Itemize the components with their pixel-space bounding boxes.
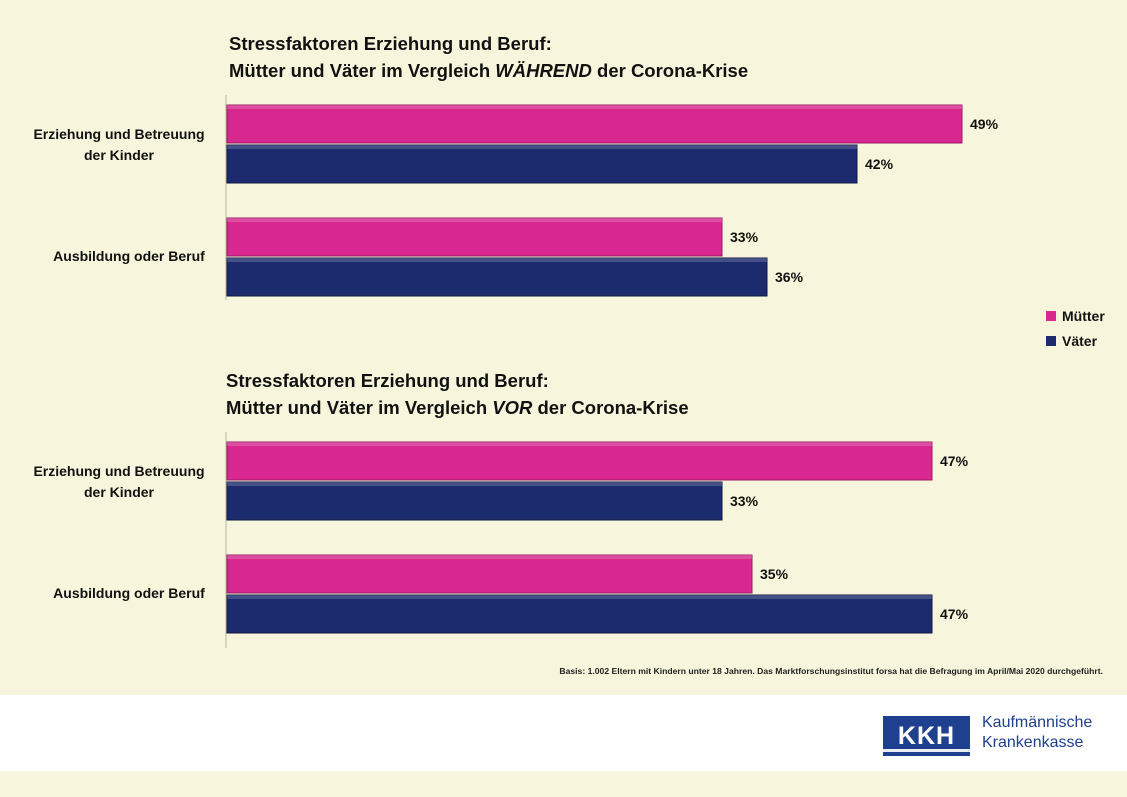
chart2-bar-highlight-vaeter-1 xyxy=(227,482,722,486)
chart2-data-label-vaeter-1: 33% xyxy=(730,493,759,509)
chart1-bar-highlight-vaeter-2 xyxy=(227,258,767,262)
chart1-title-line2: Mütter und Väter im Vergleich WÄHREND de… xyxy=(229,60,749,81)
chart1-data-label-vaeter-1: 42% xyxy=(865,156,894,172)
chart1-data-label-vaeter-2: 36% xyxy=(775,269,804,285)
chart2-bar-vaeter-2 xyxy=(226,594,933,634)
footnote: Basis: 1.002 Eltern mit Kindern unter 18… xyxy=(559,666,1103,676)
chart1-category-label-1: Erziehung und Betreuung der Kinder xyxy=(33,126,205,163)
chart1-title: Stressfaktoren Erziehung und Beruf: Mütt… xyxy=(229,30,748,84)
chart2-data-label-vaeter-2: 47% xyxy=(940,606,969,622)
chart-area: 49% 42% 33% 36% 47% 33% 35% 47% xyxy=(225,95,999,648)
legend-item-vaeter: Väter xyxy=(1046,331,1097,351)
chart1-data-label-muetter-1: 49% xyxy=(970,116,999,132)
chart1-bar-highlight-muetter-1 xyxy=(227,105,962,109)
chart1-bar-muetter-2 xyxy=(226,217,723,257)
legend-swatch-muetter xyxy=(1046,311,1056,321)
chart2-bar-vaeter-1 xyxy=(226,481,723,521)
company-name-line2: Krankenkasse xyxy=(982,734,1084,751)
bottom-band xyxy=(0,771,1127,797)
chart1-title-line1: Stressfaktoren Erziehung und Beruf: xyxy=(229,33,552,54)
chart1-bar-vaeter-2 xyxy=(226,257,768,297)
legend-item-muetter: Mütter xyxy=(1046,306,1105,326)
company-name-line1: Kaufmännische xyxy=(982,714,1093,731)
chart1-bar-muetter-1 xyxy=(226,104,963,144)
chart2-category-label-2: Ausbildung oder Beruf xyxy=(53,585,205,601)
chart2-bar-muetter-1 xyxy=(226,441,933,481)
chart2-data-label-muetter-2: 35% xyxy=(760,566,789,582)
chart2-bar-muetter-2 xyxy=(226,554,753,594)
legend-swatch-vaeter xyxy=(1046,336,1056,346)
kkh-logo: KKH xyxy=(883,716,970,756)
chart2-category-label-1: Erziehung und Betreuung der Kinder xyxy=(33,463,205,500)
chart2-title-line2: Mütter und Väter im Vergleich VOR der Co… xyxy=(226,397,689,418)
chart1-category-label-2: Ausbildung oder Beruf xyxy=(53,248,205,264)
chart2-bar-highlight-vaeter-2 xyxy=(227,595,932,599)
chart1-bar-vaeter-1 xyxy=(226,144,858,184)
chart2-bar-highlight-muetter-1 xyxy=(227,442,932,446)
chart1-bar-highlight-muetter-2 xyxy=(227,218,722,222)
chart2-title-line1: Stressfaktoren Erziehung und Beruf: xyxy=(226,370,549,391)
chart1-data-label-muetter-2: 33% xyxy=(730,229,759,245)
chart2-title: Stressfaktoren Erziehung und Beruf: Mütt… xyxy=(226,367,689,421)
chart2-bar-highlight-muetter-2 xyxy=(227,555,752,559)
chart2-data-label-muetter-1: 47% xyxy=(940,453,969,469)
chart1-bar-highlight-vaeter-1 xyxy=(227,145,857,149)
